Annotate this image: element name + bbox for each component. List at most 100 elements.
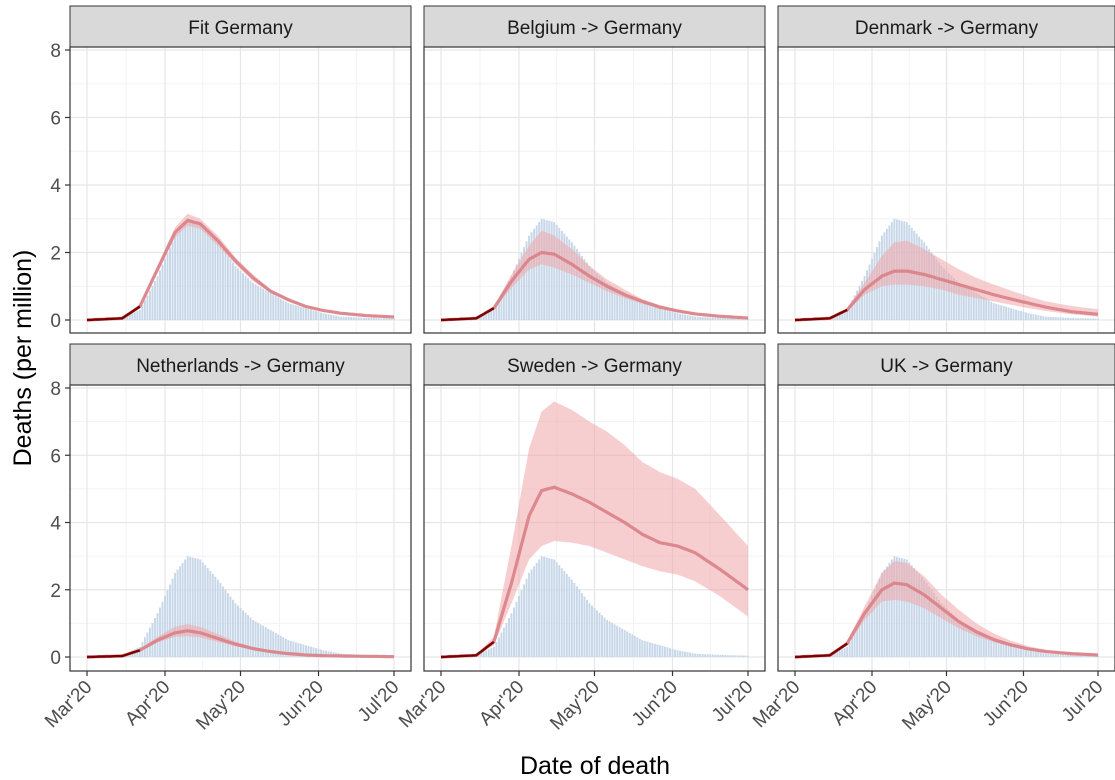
observed-bar (553, 222, 556, 320)
observed-bar (686, 652, 689, 657)
observed-bar (495, 305, 498, 320)
observed-bar (1059, 654, 1062, 657)
observed-bar (540, 218, 543, 320)
observed-bar (1052, 654, 1055, 657)
observed-bar (923, 579, 926, 657)
observed-bar (543, 219, 546, 320)
observed-bar (1002, 643, 1005, 657)
observed-bar (641, 640, 644, 657)
observed-bar (724, 318, 727, 320)
observed-bar (176, 232, 179, 320)
observed-bar (669, 648, 671, 657)
facet-title: UK -> Germany (880, 356, 1013, 377)
observed-bar (482, 314, 485, 320)
observed-bar (141, 305, 144, 320)
observed-bar (128, 314, 131, 320)
observed-bar (370, 318, 373, 320)
observed-bar (709, 654, 712, 657)
observed-bar (1030, 313, 1032, 320)
observed-bar (523, 584, 525, 657)
observed-bar (631, 634, 634, 657)
observed-bar (945, 608, 948, 657)
facet-title: Sweden -> Germany (507, 356, 682, 377)
observed-bar (274, 295, 277, 320)
observed-bar (1084, 318, 1087, 320)
observed-bar (390, 318, 393, 320)
observed-bar (664, 309, 666, 320)
observed-bar (573, 583, 576, 657)
observed-bar (123, 317, 126, 320)
observed-bar (990, 301, 993, 320)
observed-bar (734, 318, 737, 320)
observed-bar (606, 282, 609, 320)
observed-bar (231, 599, 234, 657)
observed-bar (676, 313, 679, 320)
observed-bar (550, 558, 553, 657)
observed-bar (550, 221, 553, 320)
observed-bar (935, 259, 938, 320)
observed-bar (565, 573, 568, 657)
observed-bar (525, 578, 528, 657)
observed-bar (535, 562, 538, 657)
observed-bar (623, 630, 626, 657)
observed-bar (1064, 317, 1067, 320)
observed-bar (342, 316, 345, 320)
observed-bar (244, 275, 247, 320)
observed-bar (1059, 317, 1062, 320)
x-tick-label: Mar'20 (41, 677, 96, 732)
observed-bar (686, 315, 689, 320)
observed-bar (679, 313, 682, 320)
facet-panel: Netherlands -> Germany (69, 343, 412, 672)
observed-bar (935, 596, 938, 657)
observed-bar (315, 648, 317, 657)
fit-start-line (794, 308, 848, 322)
y-tick-label: 0 (50, 311, 61, 332)
observed-bar (591, 605, 593, 657)
observed-bar (545, 220, 548, 320)
observed-bar (199, 222, 202, 320)
observed-bar (962, 622, 965, 657)
observed-bar (1022, 311, 1025, 320)
observed-bar (691, 653, 694, 657)
observed-bar (704, 317, 707, 320)
observed-bar (621, 628, 624, 657)
observed-bar (322, 313, 325, 320)
observed-bar (1047, 316, 1050, 320)
observed-bar (995, 303, 998, 320)
observed-bar (570, 579, 573, 657)
observed-bar (641, 303, 644, 320)
panel-border (423, 46, 766, 334)
observed-bar (1082, 318, 1085, 320)
observed-bar (1077, 318, 1080, 320)
observed-bar (518, 258, 520, 320)
observed-bar (585, 599, 588, 657)
observed-bar (482, 651, 485, 657)
observed-bar (191, 557, 194, 657)
observed-bar (950, 275, 953, 320)
facet-strip (423, 343, 766, 386)
observed-bar (965, 624, 968, 657)
observed-bar (485, 650, 488, 657)
observed-bar (330, 314, 333, 320)
observed-bar (992, 303, 995, 320)
observed-bar (583, 596, 586, 657)
observed-bar (151, 622, 154, 657)
observed-bar (967, 625, 970, 657)
observed-bar (890, 559, 893, 657)
observed-bar (310, 309, 312, 320)
observed-bar (327, 314, 330, 320)
observed-bar (608, 621, 611, 657)
observed-bar (863, 613, 866, 657)
observed-bar (1042, 316, 1045, 320)
observed-bar (272, 631, 275, 657)
x-axis-title: Date of death (520, 752, 670, 780)
observed-bar (292, 304, 295, 320)
observed-bar (679, 650, 682, 657)
observed-bar (699, 316, 702, 320)
x-tick-label: Jun'20 (979, 677, 1033, 731)
observed-bar (159, 607, 161, 657)
observed-bar (1034, 651, 1037, 657)
observed-bar (876, 584, 878, 657)
observed-bar (1022, 648, 1025, 657)
